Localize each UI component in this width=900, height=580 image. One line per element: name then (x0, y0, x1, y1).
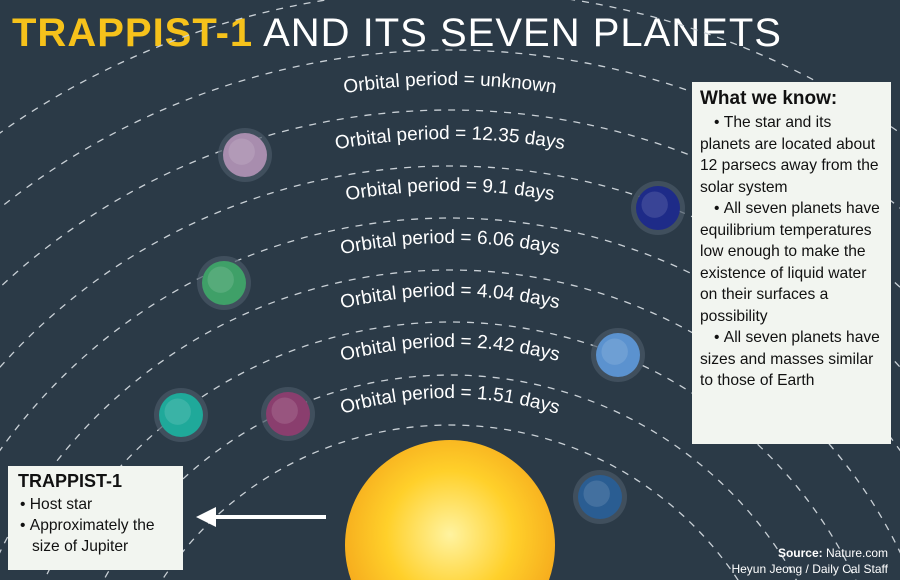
planet (596, 333, 640, 377)
orbit-label: Orbital period = unknown (342, 69, 558, 98)
orbit-label: Orbital period = 2.42 days (338, 331, 562, 366)
host-item: Approximately the size of Jupiter (18, 515, 177, 557)
credits: Source: Nature.com Heyun Jeong / Daily C… (731, 545, 888, 577)
planet (202, 261, 246, 305)
planet-highlight (601, 338, 628, 365)
planet (159, 393, 203, 437)
host-item: Host star (18, 494, 177, 515)
planet-highlight (641, 191, 668, 218)
byline: Heyun Jeong / Daily Cal Staff (731, 562, 888, 576)
planet (636, 186, 680, 230)
planet (578, 475, 622, 519)
orbit-label: Orbital period = 1.51 days (338, 382, 562, 419)
planet-highlight (583, 480, 610, 507)
host-star (345, 440, 555, 580)
orbit-label: Orbital period = 6.06 days (339, 227, 562, 259)
orbit-label: Orbital period = 12.35 days (333, 123, 566, 154)
planet-highlight (228, 138, 255, 165)
orbit-ring (0, 49, 900, 210)
orbit-ring (0, 109, 900, 289)
orbit-label: Orbital period = 4.04 days (338, 280, 561, 313)
source-name: Nature.com (825, 546, 888, 560)
planets (154, 128, 685, 524)
orbit-labels: Orbital period = 1.51 days Orbital period… (333, 69, 566, 419)
planet (223, 133, 267, 177)
title-star-name: TRAPPIST-1 (12, 11, 254, 55)
fact-item: The star and its planets are located abo… (700, 112, 885, 198)
planet-highlight (271, 397, 298, 424)
what-we-know-title: What we know: (700, 88, 838, 109)
orbit-ring (0, 269, 900, 554)
orbit-ring (0, 165, 900, 369)
planet-highlight (207, 266, 234, 293)
planet-highlight (164, 398, 191, 425)
planet (266, 392, 310, 436)
arrow-icon (196, 507, 326, 527)
title-rest: AND ITS SEVEN PLANETS (263, 11, 782, 55)
what-we-know-box: What we know: The star and its planets a… (692, 82, 891, 444)
host-star-box: TRAPPIST-1 Host star Approximately the s… (8, 466, 183, 570)
orbit-ring (161, 424, 739, 580)
page-title: TRAPPIST-1 AND ITS SEVEN PLANETS (12, 8, 782, 58)
host-title: TRAPPIST-1 (18, 471, 123, 491)
source-label: Source: (777, 546, 823, 560)
orbit-label: Orbital period = 9.1 days (344, 175, 556, 205)
fact-item: All seven planets have equilibrium tempe… (700, 198, 885, 327)
fact-item: All seven planets have sizes and masses … (700, 327, 885, 392)
